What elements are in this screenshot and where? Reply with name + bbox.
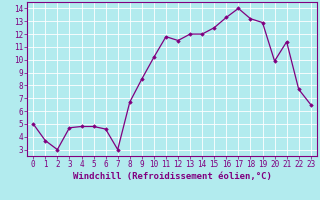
X-axis label: Windchill (Refroidissement éolien,°C): Windchill (Refroidissement éolien,°C)	[73, 172, 271, 181]
